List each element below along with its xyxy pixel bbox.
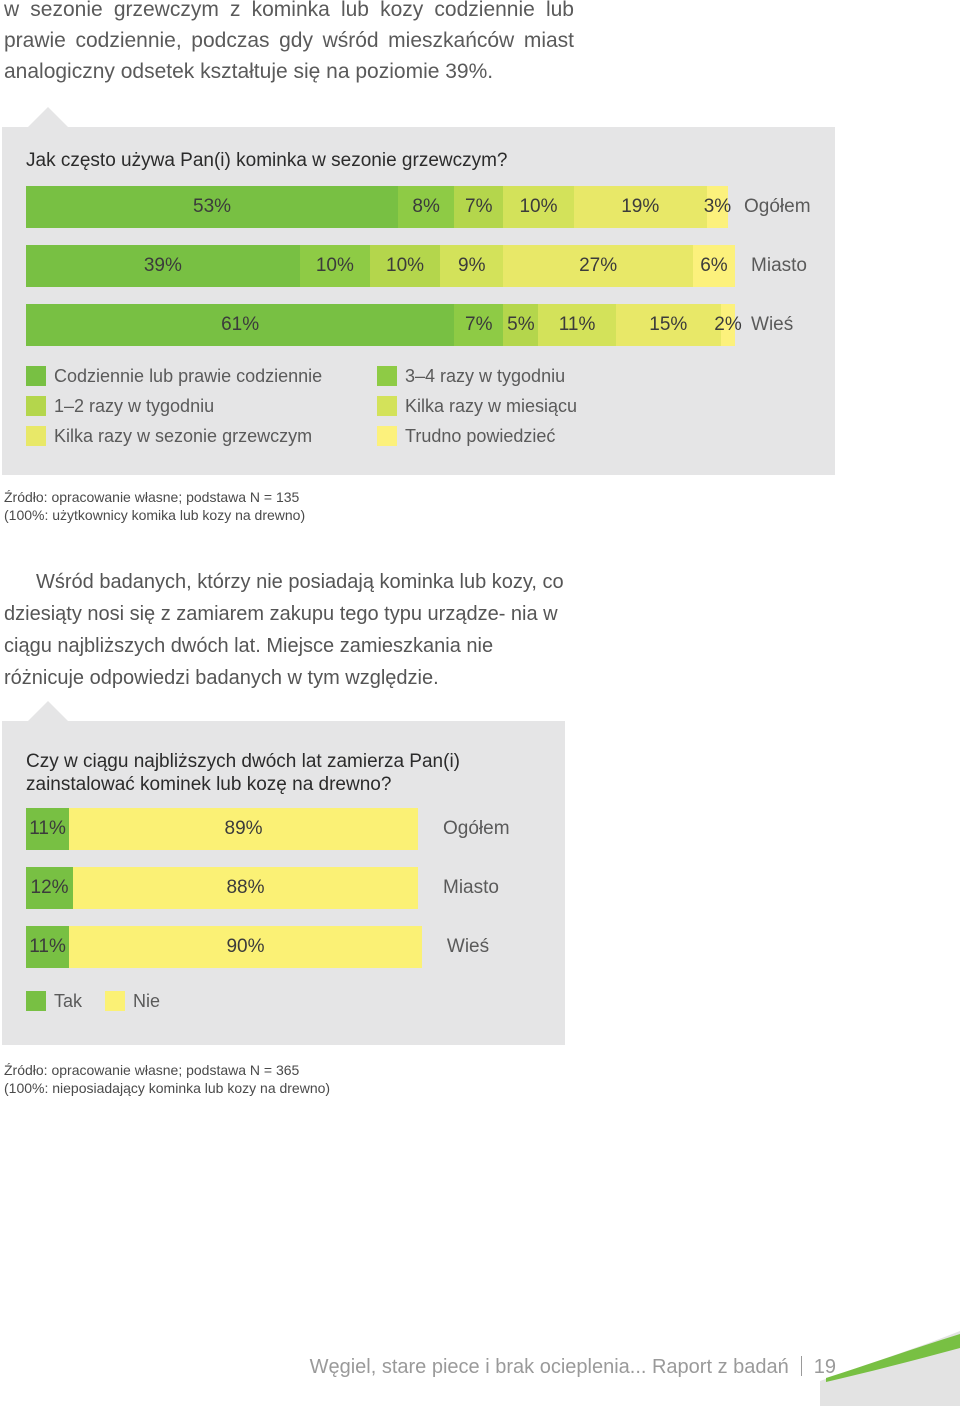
chart1-value-label-2-5: 2% [714, 314, 742, 335]
chart1-segment-2-0 [26, 304, 455, 346]
chart1-segment-0-4 [573, 186, 707, 228]
chart2-segment-1-0 [26, 867, 74, 909]
chart1-title: Jak często używa Pan(i) kominka w sezoni… [26, 150, 508, 171]
chart2-bar-2: 11% 90% [26, 926, 422, 968]
chart1-legend-label-2: 1–2 razy w tygodniu [54, 396, 215, 416]
chart1-legend-swatch-3 [377, 396, 397, 416]
chart1-value-label-0-2: 7% [465, 196, 493, 217]
chart2-source: Źródło: opracowanie własne; podstawa N =… [4, 1061, 330, 1097]
chart2-legend-label-1: Nie [133, 991, 161, 1011]
chart1-value-label-1-0: 39% [143, 255, 182, 276]
chart2-source-line-1: Źródło: opracowanie własne; podstawa N =… [4, 1062, 300, 1078]
chart1-legend-swatch-2 [26, 396, 46, 416]
chart1-segment-2-3 [538, 304, 616, 346]
chart2-legend-label-0: Tak [54, 991, 83, 1011]
chart1-segment-1-3 [440, 245, 504, 287]
chart2-value-label-1-1: 88% [226, 877, 265, 898]
chart1-segment-1-2 [369, 245, 441, 287]
chart1-source-line-1: Źródło: opracowanie własne; podstawa N =… [4, 489, 300, 505]
chart1-segment-2-4 [615, 304, 721, 346]
chart2-value-label-0-1: 89% [224, 818, 263, 839]
chart2-legend-swatch-1 [105, 991, 125, 1011]
chart1-value-label-0-4: 19% [621, 196, 660, 217]
chart1-value-label-2-4: 15% [649, 314, 688, 335]
chart1-bar-0: 53% 8% 7% 10% 19% 3% [26, 186, 731, 228]
chart2-title: Czy w ciągu najbliższych dwóch lat zamie… [26, 751, 460, 795]
chart1-value-label-0-5: 3% [703, 196, 732, 217]
chart1-category-label-2: Wieś [751, 314, 794, 335]
chart1-segment-0-3 [503, 186, 574, 228]
chart1-segment-1-4 [503, 245, 693, 287]
chart2-value-label-0-0: 11% [29, 818, 66, 839]
chart1-category-label-0: Ogółem [744, 196, 811, 217]
chart1-segment-2-5 [720, 304, 735, 346]
decorative-swoosh [820, 1331, 960, 1406]
chart1-segment-0-0 [26, 186, 399, 228]
panel-pointer-1 [28, 107, 68, 127]
chart1-segment-1-5 [692, 245, 735, 287]
chart1-value-label-1-3: 9% [458, 255, 486, 276]
chart1-source: Źródło: opracowanie własne; podstawa N =… [4, 488, 305, 524]
page-footer: Węgiel, stare piece i brak ocieplenia...… [310, 1356, 836, 1379]
chart1-segment-1-1 [299, 245, 370, 287]
chart1-value-label-0-0: 53% [193, 196, 232, 217]
footer-title: Węgiel, stare piece i brak ocieplenia...… [309, 1356, 789, 1378]
chart1-value-label-0-3: 10% [519, 196, 558, 217]
chart2-segment-0-0 [26, 808, 70, 850]
chart2-value-label-2-0: 11% [29, 936, 66, 957]
chart2-category-label-0: Ogółem [443, 818, 510, 839]
chart2-segment-1-1 [73, 867, 418, 909]
chart1-legend-label-5: Trudno powiedzieć [405, 426, 556, 446]
chart1-value-label-2-2: 5% [507, 314, 535, 335]
chart1-legend-label-0: Codziennie lub prawie codziennie [54, 366, 323, 386]
chart1-legend-swatch-0 [26, 366, 46, 386]
chart2-value-label-2-1: 90% [226, 936, 265, 957]
chart1-segment-0-1 [398, 186, 455, 228]
chart1-segment-0-5 [706, 186, 728, 228]
chart1-value-label-1-2: 10% [386, 255, 425, 276]
page-number: 19 [813, 1356, 836, 1378]
chart1-value-label-1-4: 27% [579, 255, 618, 276]
chart1-segment-0-2 [454, 186, 504, 228]
chart1-segment-2-1 [454, 304, 504, 346]
chart1-value-label-2-0: 61% [221, 314, 260, 335]
panel-pointer-2 [28, 701, 68, 721]
chart1-bar-1: 39% 10% 10% 9% 27% 6% [26, 245, 735, 287]
chart1-legend-label-1: 3–4 razy w tygodniu [405, 366, 566, 386]
chart1-value-label-2-1: 7% [465, 314, 493, 335]
chart2-category-label-2: Wieś [446, 936, 490, 957]
chart2-segment-0-1 [69, 808, 418, 850]
chart2-legend-swatch-0 [26, 991, 46, 1011]
chart2-bar-1: 12% 88% [26, 867, 418, 909]
chart2-bar-0: 11% 89% [26, 808, 418, 850]
chart1-value-label-1-5: 6% [700, 255, 728, 276]
chart1-panel [2, 127, 835, 475]
chart1-category-label-1: Miasto [751, 255, 807, 276]
chart1-value-label-1-1: 10% [315, 255, 354, 276]
chart1-legend-swatch-5 [377, 426, 397, 446]
chart1-legend-swatch-4 [26, 426, 46, 446]
chart1-segment-1-0 [26, 245, 300, 287]
footer-separator [800, 1356, 802, 1376]
chart1-source-line-2: (100%: użytkownicy komika lub kozy na dr… [4, 507, 306, 523]
chart1-segment-2-2 [503, 304, 539, 346]
chart1-legend-label-4: Kilka razy w sezonie grzewczym [54, 426, 313, 446]
intro-paragraph: w sezonie grzewczym z kominka lub kozy c… [4, 0, 574, 83]
chart2-category-label-1: Miasto [443, 877, 499, 898]
chart2-value-label-1-0: 12% [30, 877, 69, 898]
chart1-legend-label-3: Kilka razy w miesiącu [405, 396, 578, 416]
chart1-legend-swatch-1 [377, 366, 397, 386]
chart2-segment-2-1 [69, 926, 422, 968]
middle-paragraph: Wśród badanych, którzy nie posiadają kom… [4, 571, 564, 689]
chart1-value-label-0-1: 8% [412, 196, 440, 217]
chart2-segment-2-0 [26, 926, 70, 968]
chart1-bar-2: 61% 7% 5% 11% 15% 2% [26, 304, 742, 346]
chart1-value-label-2-3: 11% [558, 314, 596, 335]
chart2-source-line-2: (100%: nieposiadający kominka lub kozy n… [4, 1080, 331, 1096]
